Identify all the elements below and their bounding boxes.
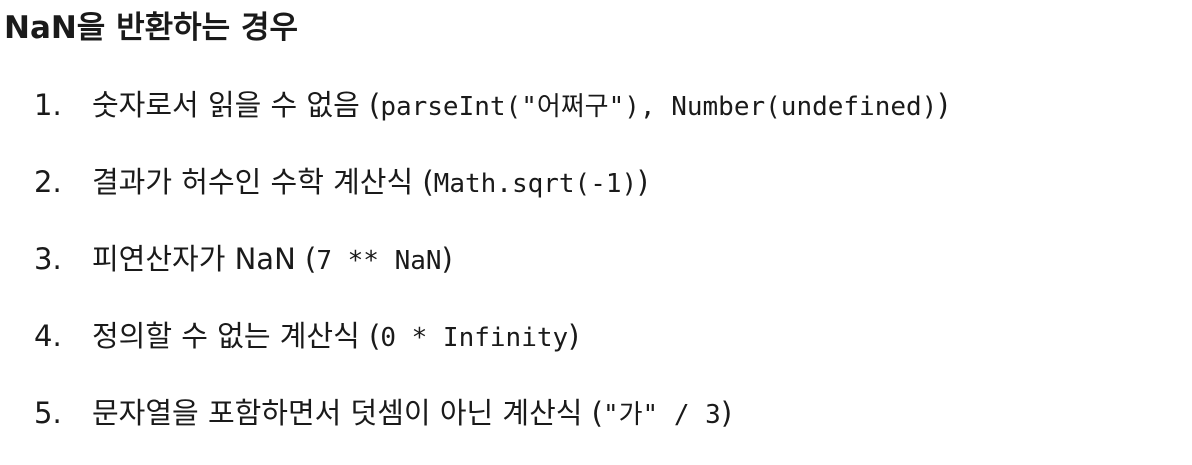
list-item-description: 문자열을 포함하면서 덧셈이 아닌 계산식 (	[92, 396, 603, 430]
list-item-description: 숫자로서 읽을 수 없음 (	[92, 88, 381, 122]
code-example: parseInt("어쩌구"), Number(undefined)	[380, 92, 938, 122]
list-item-number: 2.	[34, 165, 62, 199]
list-item-number: 5.	[34, 396, 62, 430]
list-item-text: 문자열을 포함하면서 덧셈이 아닌 계산식 ("가" / 3)	[92, 388, 732, 440]
list-item-number: 4.	[34, 319, 62, 353]
code-example: 0 * Infinity	[380, 323, 569, 353]
closing-paren: )	[441, 242, 453, 276]
list-item-number: 3.	[34, 242, 62, 276]
closing-paren: )	[637, 165, 649, 199]
list-item-description: 결과가 허수인 수학 계산식 (	[92, 165, 434, 199]
closing-paren: )	[937, 88, 949, 122]
list-item-description: 정의할 수 없는 계산식 (	[92, 319, 381, 353]
code-example: 7 ** NaN	[316, 246, 442, 276]
code-example: Math.sqrt(-1)	[433, 169, 638, 199]
page-title: NaN을 반환하는 경우	[4, 10, 299, 46]
list-item-text: 정의할 수 없는 계산식 (0 * Infinity)	[92, 311, 579, 363]
list-item-text: 숫자로서 읽을 수 없음 (parseInt("어쩌구"), Number(un…	[92, 80, 949, 132]
code-example: "가" / 3	[602, 400, 721, 430]
closing-paren: )	[568, 319, 580, 353]
list-item-text: 결과가 허수인 수학 계산식 (Math.sqrt(-1))	[92, 157, 649, 209]
list-item-description: 피연산자가 NaN (	[92, 242, 317, 276]
list-item-number: 1.	[34, 88, 62, 122]
list-item-text: 피연산자가 NaN (7 ** NaN)	[92, 234, 453, 286]
closing-paren: )	[720, 396, 733, 430]
